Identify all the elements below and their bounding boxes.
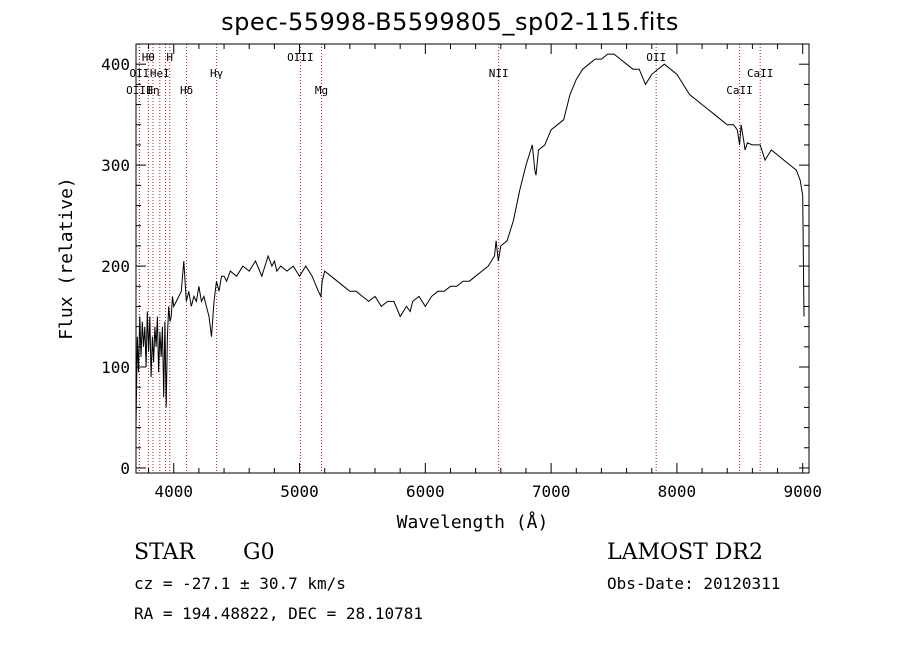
line-marker-label: OIII	[126, 84, 153, 97]
spectrum-line	[135, 53, 805, 428]
x-tick-label: 7000	[532, 482, 571, 501]
line-marker-label: NII	[489, 67, 509, 80]
line-marker-label: OIII	[287, 51, 314, 64]
spectral-line-labels: OII OIII Hθ Hη HeI H Hδ Hγ OIII Mg NII OII CaII CaII	[126, 51, 773, 97]
chart-title: spec-55998-B5599805_sp02-115.fits	[221, 8, 679, 36]
line-marker-label: Hη	[146, 84, 159, 97]
line-marker-label: Hδ	[180, 84, 193, 97]
object-class: STAR	[134, 540, 195, 565]
y-tick-label: 100	[101, 358, 130, 377]
x-tick-label: 4000	[154, 482, 193, 501]
line-marker-label: CaII	[726, 84, 753, 97]
y-tick-label: 0	[120, 459, 130, 478]
line-marker-label: Hθ	[142, 51, 155, 64]
plot-frame	[135, 43, 810, 474]
x-tick-label: 5000	[280, 482, 319, 501]
y-axis-label: Flux (relative)	[56, 177, 77, 340]
y-tick-label: 300	[101, 156, 130, 175]
line-marker-label: CaII	[747, 67, 774, 80]
object-subclass: G0	[243, 540, 275, 565]
x-tick-label: 6000	[406, 482, 445, 501]
y-tick-label: 400	[101, 55, 130, 74]
line-marker-label: OII	[646, 51, 666, 64]
spectral-line-markers	[138, 44, 761, 473]
line-marker-label: Mg	[315, 84, 328, 97]
line-marker-label: Hγ	[210, 67, 224, 80]
y-axis-ticks: 0 100 200 300 400	[101, 55, 809, 478]
obs-date: Obs-Date: 20120311	[607, 574, 781, 593]
line-marker-label: HeI	[150, 67, 170, 80]
x-axis-label: Wavelength (Å)	[397, 511, 549, 533]
x-tick-label: 8000	[658, 482, 697, 501]
line-marker-label: OII	[129, 67, 149, 80]
line-marker-label: H	[166, 51, 173, 64]
x-axis-ticks: 4000 5000 6000 7000 8000 9000	[148, 44, 822, 501]
survey-name: LAMOST DR2	[607, 540, 763, 565]
y-tick-label: 200	[101, 257, 130, 276]
coordinates: RA = 194.48822, DEC = 28.10781	[134, 604, 423, 623]
x-tick-label: 9000	[783, 482, 822, 501]
redshift-text: cz = -27.1 ± 30.7 km/s	[134, 574, 346, 593]
